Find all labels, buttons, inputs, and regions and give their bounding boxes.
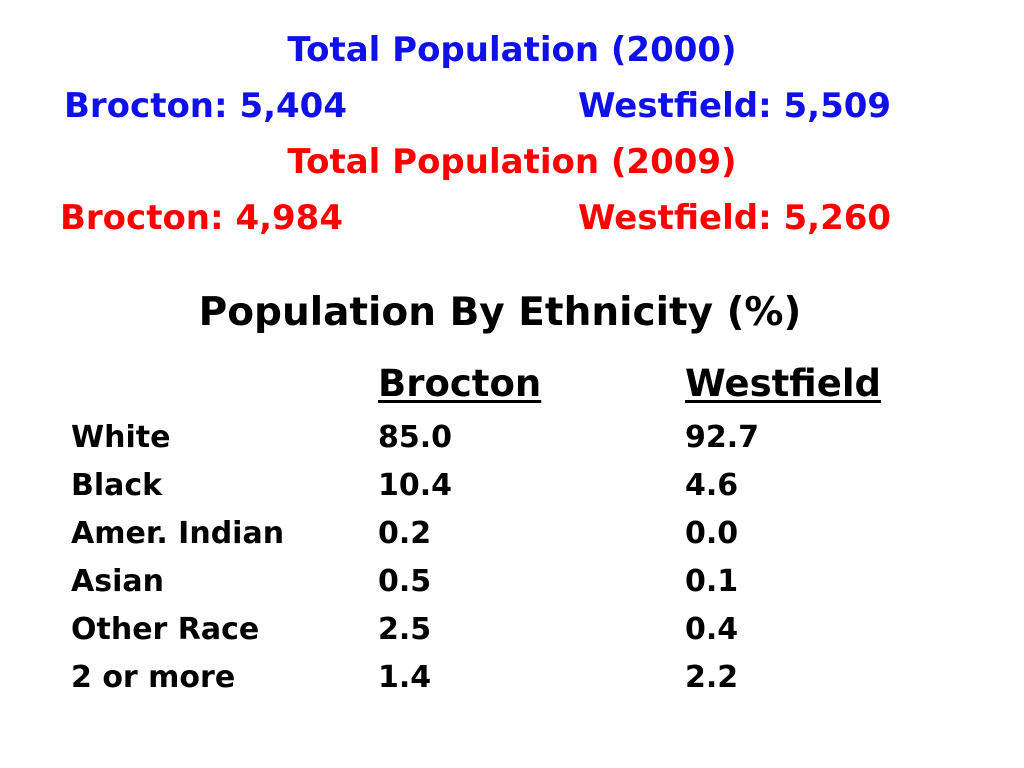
- population-2000-title: Total Population (2000): [287, 30, 737, 70]
- ethnicity-row-amer-indian: Amer. Indian 0.2 0.0: [0, 514, 1024, 562]
- brocton-value: 10.4: [378, 468, 453, 503]
- ethnicity-row-asian: Asian 0.5 0.1: [0, 562, 1024, 610]
- westfield-value: 0.4: [685, 612, 739, 647]
- brocton-value: 0.5: [378, 564, 432, 599]
- population-2009-title: Total Population (2009): [287, 142, 737, 182]
- population-2000-brocton: Brocton: 5,404: [64, 86, 347, 126]
- westfield-value: 0.1: [685, 564, 739, 599]
- westfield-value: 0.0: [685, 516, 739, 551]
- ethnicity-row-two-or-more: 2 or more 1.4 2.2: [0, 658, 1024, 706]
- row-label: Asian: [71, 564, 164, 599]
- row-label: 2 or more: [71, 660, 236, 695]
- brocton-value: 85.0: [378, 420, 453, 455]
- column-header-westfield: Westfield: [685, 362, 881, 405]
- ethnicity-row-other-race: Other Race 2.5 0.4: [0, 610, 1024, 658]
- westfield-value: 2.2: [685, 660, 739, 695]
- row-label: Black: [71, 468, 163, 503]
- ethnicity-row-white: White 85.0 92.7: [0, 418, 1024, 466]
- ethnicity-heading: Population By Ethnicity (%): [198, 290, 802, 335]
- row-label: Amer. Indian: [71, 516, 285, 551]
- row-label: White: [71, 420, 171, 455]
- brocton-value: 2.5: [378, 612, 432, 647]
- population-2009-brocton: Brocton: 4,984: [60, 198, 343, 238]
- column-header-brocton: Brocton: [378, 362, 542, 405]
- westfield-value: 92.7: [685, 420, 760, 455]
- ethnicity-row-black: Black 10.4 4.6: [0, 466, 1024, 514]
- brocton-value: 1.4: [378, 660, 432, 695]
- westfield-value: 4.6: [685, 468, 739, 503]
- population-2009-westfield: Westfield: 5,260: [578, 198, 892, 238]
- brocton-value: 0.2: [378, 516, 432, 551]
- population-2000-westfield: Westfield: 5,509: [578, 86, 892, 126]
- row-label: Other Race: [71, 612, 260, 647]
